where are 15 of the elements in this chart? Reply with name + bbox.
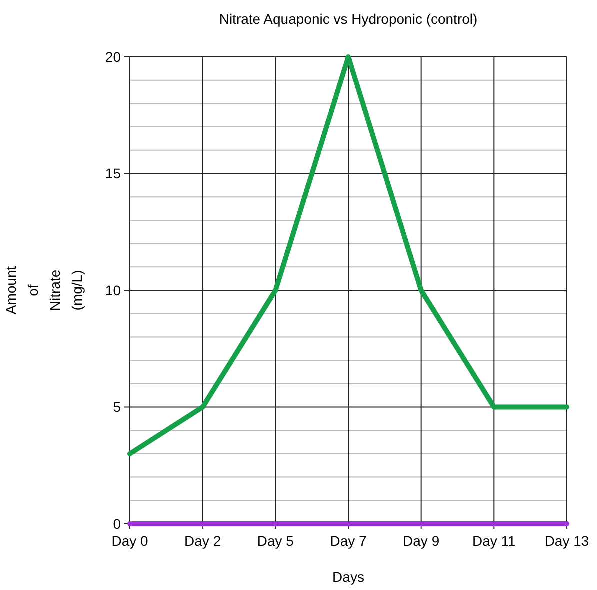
x-tick-label: Day 2 [184, 533, 222, 549]
y-tick-label: 10 [105, 282, 122, 298]
x-tick-label: Day 13 [544, 533, 590, 549]
y-tick-label: 20 [105, 48, 122, 65]
y-axis-title: Amount of Nitrate (mg/L) [3, 266, 85, 315]
y-tick-label: 5 [113, 399, 122, 416]
x-tick-label: Day 0 [112, 533, 148, 549]
y-tick-label: 15 [105, 166, 122, 182]
y-tick-label: 0 [113, 516, 122, 532]
x-tick-label: Day 9 [403, 533, 440, 549]
x-tick-label: Day 7 [330, 533, 367, 549]
chart-title: Nitrate Aquaponic vs Hydroponic (control) [219, 11, 478, 27]
x-tick-label: Day 11 [472, 533, 516, 549]
x-tick-label: Day 5 [257, 533, 294, 549]
x-axis-title: Days [332, 569, 364, 585]
